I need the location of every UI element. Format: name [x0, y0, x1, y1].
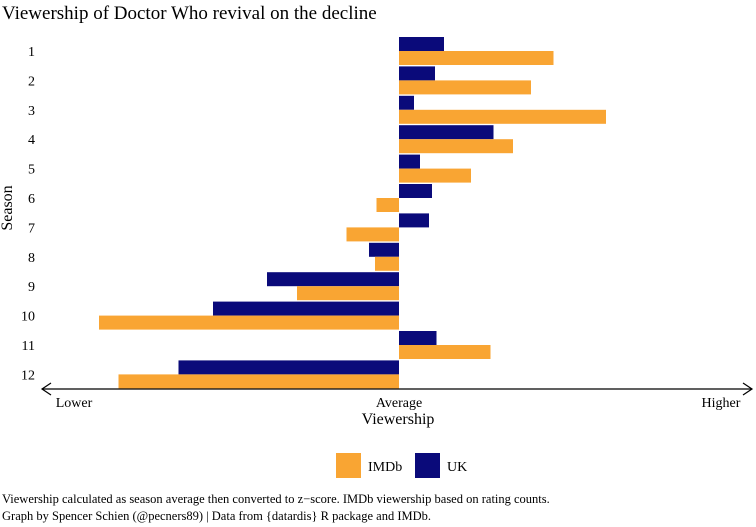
bar-uk-season-6: [399, 184, 432, 198]
legend-label-uk: UK: [447, 460, 467, 475]
bar-imdb-season-4: [399, 139, 513, 154]
y-tick-label: 3: [28, 104, 35, 119]
bar-group: [99, 37, 606, 389]
legend: IMDb UK: [336, 453, 467, 478]
bar-uk-season-4: [399, 125, 494, 140]
bar-uk-season-3: [399, 95, 414, 110]
y-tick-label: 1: [28, 45, 35, 60]
caption-line-1: Viewership calculated as season average …: [2, 492, 550, 506]
bar-imdb-season-2: [399, 80, 531, 95]
bar-uk-season-11: [399, 331, 437, 345]
bar-uk-season-8: [369, 242, 399, 257]
y-tick-label: 6: [28, 192, 35, 207]
y-tick-label: 11: [22, 339, 35, 354]
legend-swatch-uk: [415, 453, 440, 478]
bar-imdb-season-12: [118, 374, 399, 389]
bar-uk-season-2: [399, 66, 435, 81]
x-tick-label-higher: Higher: [702, 396, 741, 411]
caption-line-2: Graph by Spencer Schien (@pecners89) | D…: [2, 509, 431, 523]
y-tick-label: 4: [28, 133, 35, 148]
bar-uk-season-5: [399, 154, 420, 169]
legend-swatch-imdb: [336, 453, 361, 478]
bar-imdb-season-3: [399, 109, 606, 124]
y-tick-label: 12: [21, 368, 35, 383]
bar-imdb-season-10: [99, 315, 399, 330]
y-axis-title: Season: [0, 185, 16, 230]
y-tick-label: 5: [28, 163, 35, 178]
bar-imdb-season-8: [375, 256, 399, 271]
bar-uk-season-10: [213, 301, 399, 316]
bar-imdb-season-1: [399, 51, 554, 65]
x-axis-title: Viewership: [362, 411, 435, 428]
bar-imdb-season-6: [376, 198, 399, 212]
x-tick-label-average: Average: [376, 396, 422, 411]
y-tick-label: 10: [21, 310, 35, 325]
bar-imdb-season-9: [297, 286, 399, 301]
bar-imdb-season-5: [399, 168, 471, 183]
bar-uk-season-9: [267, 272, 399, 287]
bar-uk-season-7: [399, 213, 429, 228]
x-axis-arrow: [40, 382, 754, 396]
bar-uk-season-12: [178, 360, 399, 375]
y-tick-label: 9: [28, 280, 35, 295]
chart-title: Viewership of Doctor Who revival on the …: [2, 3, 377, 24]
y-tick-label: 2: [28, 74, 35, 89]
y-tick-label: 8: [28, 251, 35, 266]
bar-uk-season-1: [399, 37, 444, 51]
bar-imdb-season-11: [399, 345, 491, 359]
bar-imdb-season-7: [346, 227, 399, 242]
x-tick-label-lower: Lower: [56, 396, 93, 411]
legend-label-imdb: IMDb: [368, 460, 402, 475]
y-tick-label: 7: [28, 221, 35, 236]
